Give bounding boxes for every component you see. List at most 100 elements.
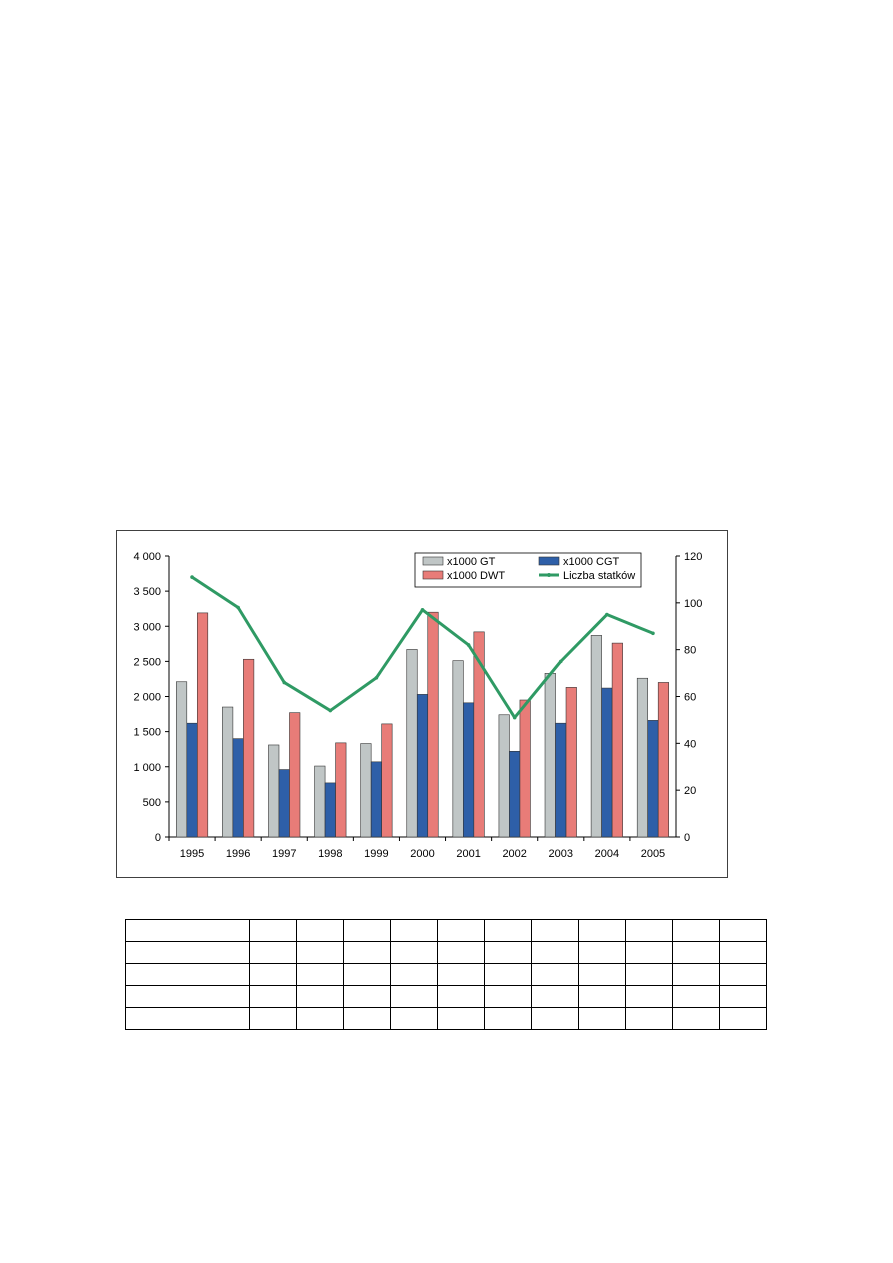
x-tick-label: 1999 <box>364 848 388 860</box>
legend-swatch <box>422 556 444 566</box>
table-cell <box>296 963 344 986</box>
left-tick-label: 500 <box>143 797 161 809</box>
bar-x1000-cgt <box>509 750 521 838</box>
table-cell <box>578 985 626 1008</box>
right-tick-label: 40 <box>684 738 696 750</box>
x-tick-label: 1998 <box>318 848 342 860</box>
table-cell <box>672 941 720 964</box>
table-row-label-cell <box>125 963 250 986</box>
table-cell <box>531 919 579 942</box>
x-tick-label: 2003 <box>549 848 573 860</box>
bar-x1000-gt <box>544 673 556 838</box>
table-cell <box>437 963 485 986</box>
table-cell <box>390 919 438 942</box>
bar-x1000-gt <box>222 706 234 838</box>
line-point <box>328 708 333 713</box>
line-point <box>512 715 517 720</box>
table-cell <box>672 919 720 942</box>
table-cell <box>296 919 344 942</box>
table-cell <box>531 985 579 1008</box>
legend-label: x1000 CGT <box>563 556 620 568</box>
bar-x1000-gt <box>314 765 326 838</box>
table-cell <box>672 985 720 1008</box>
table-cell <box>719 1007 767 1030</box>
bar-x1000-gt <box>406 649 418 838</box>
right-tick-label: 0 <box>684 832 690 844</box>
table-body <box>125 919 767 1030</box>
x-tick-label: 2004 <box>595 848 619 860</box>
bar-x1000-gt <box>452 660 464 838</box>
left-tick-label: 1 500 <box>133 727 161 739</box>
left-tick-label: 2 000 <box>133 692 161 704</box>
bar-x1000-dwt <box>519 699 531 838</box>
bar-x1000-dwt <box>427 611 439 838</box>
bars-layer <box>175 611 670 838</box>
line-layer <box>190 575 655 720</box>
table-cell <box>578 1007 626 1030</box>
bar-x1000-dwt <box>243 658 255 838</box>
bar-x1000-dwt <box>196 612 209 838</box>
table-cell <box>531 941 579 964</box>
legend-swatch <box>538 556 560 566</box>
table-cell <box>625 941 673 964</box>
table-cell <box>249 919 297 942</box>
bar-x1000-cgt <box>463 702 475 838</box>
bar-x1000-dwt <box>657 682 670 838</box>
table-cell <box>390 1007 438 1030</box>
bar-x1000-dwt <box>289 712 301 838</box>
bar-x1000-gt <box>175 681 188 838</box>
legend-box <box>414 552 642 588</box>
bar-x1000-cgt <box>278 769 290 838</box>
table-cell <box>343 963 391 986</box>
table-cell <box>437 941 485 964</box>
bar-x1000-gt <box>360 743 372 838</box>
table-cell <box>672 963 720 986</box>
bar-x1000-dwt <box>335 742 347 838</box>
bar-x1000-gt <box>590 635 602 838</box>
x-tick-label: 1995 <box>180 848 204 860</box>
table-cell <box>343 941 391 964</box>
combo-chart: 0 500 1 000 1 500 2 000 2 500 3 000 3 500 4 000 0… <box>133 551 702 860</box>
table-cell <box>296 941 344 964</box>
x-tick-label: 2005 <box>641 848 665 860</box>
table-row <box>125 963 767 986</box>
table-row <box>125 1007 767 1030</box>
table-cell <box>390 985 438 1008</box>
bar-x1000-cgt <box>416 694 429 838</box>
table-cell <box>484 985 532 1008</box>
table-cell <box>249 1007 297 1030</box>
bar-x1000-cgt <box>186 722 198 838</box>
x-tick-label: 2001 <box>456 848 480 860</box>
table-cell <box>437 919 485 942</box>
right-tick-label: 120 <box>684 551 702 563</box>
bar-x1000-cgt <box>370 761 382 838</box>
left-tick-label: 3 000 <box>133 621 161 633</box>
left-tick-label: 3 500 <box>133 586 161 598</box>
table-cell <box>296 1007 344 1030</box>
bar-x1000-gt <box>498 714 510 838</box>
line-point <box>190 575 194 579</box>
bar-x1000-gt <box>636 677 649 838</box>
legend: x1000 GT x1000 CGT x1000 DWT Liczba statków <box>414 552 642 588</box>
table-row-label-cell <box>125 985 250 1008</box>
table-cell <box>343 919 391 942</box>
line-point <box>558 659 563 664</box>
table-cell <box>437 985 485 1008</box>
table-cell <box>578 941 626 964</box>
legend-label: Liczba statków <box>563 570 635 582</box>
table-cell <box>625 985 673 1008</box>
table-cell <box>484 941 532 964</box>
line-point <box>605 612 609 617</box>
legend-label: x1000 DWT <box>447 570 505 582</box>
bar-x1000-dwt <box>611 642 623 838</box>
table-cell <box>343 1007 391 1030</box>
table-row <box>125 919 767 942</box>
left-tick-label: 2 500 <box>133 656 161 668</box>
x-tick-label: 2002 <box>502 848 526 860</box>
bar-x1000-cgt <box>601 687 613 838</box>
bar-x1000-dwt <box>381 723 393 838</box>
table-cell <box>578 919 626 942</box>
bar-x1000-gt <box>268 744 280 838</box>
bar-x1000-cgt <box>232 738 244 838</box>
left-tick-label: 1 000 <box>133 762 161 774</box>
